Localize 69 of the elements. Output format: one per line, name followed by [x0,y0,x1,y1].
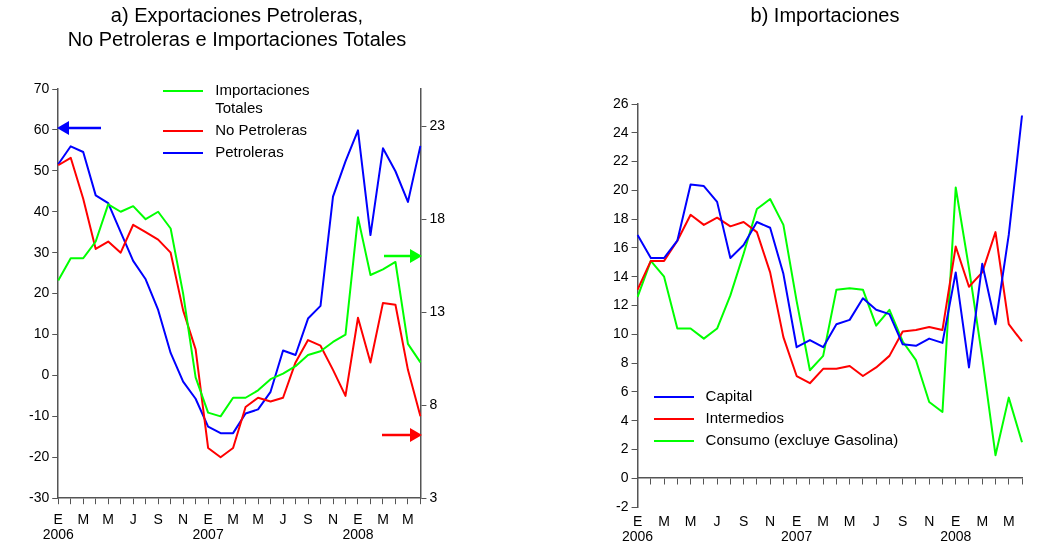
y2-tick-label: 8 [429,396,438,413]
x-tick-label: M [402,510,414,527]
y-tick-label: 0 [620,469,629,486]
x-tick-label: M [843,512,856,529]
y-tick-label: -20 [29,448,50,465]
x-tick-label: J [713,512,721,529]
y-tick-label: 18 [612,210,629,226]
x-tick-label: M [77,510,90,527]
y-tick-label: 14 [612,267,629,284]
legend-label: Petroleras [215,143,284,161]
y-tick-label: -30 [29,489,50,506]
x-tick-label: M [976,512,989,529]
y-tick-label: 2 [620,440,629,457]
y-tick-label: 40 [33,202,50,219]
x-tick-label: E 2006 [621,512,654,545]
y2-tick-label: 18 [429,210,446,227]
y-tick-label: 20 [612,181,629,198]
x-tick-label: S [898,512,908,529]
x-tick-label: E 2007 [192,510,224,543]
y-tick-label: 24 [612,123,629,140]
x-tick-label: N [924,512,935,529]
x-tick-label: J [129,510,137,527]
y-tick-label: -10 [29,407,50,424]
legend-label: Consumo (excluye Gasolina) [705,431,899,449]
y-tick-label: 50 [33,161,50,178]
y-tick-label: 10 [612,325,629,342]
y-tick-label: 26 [612,94,629,111]
x-tick-label: E 2008 [940,512,972,545]
y-tick-label: 16 [612,238,629,255]
y-tick-label: 22 [612,152,629,169]
x-tick-label: J [872,512,880,529]
x-tick-label: M [658,512,670,529]
x-tick-label: M [684,512,697,529]
y-tick-label: 20 [33,284,50,301]
legend-label: Capital [705,387,753,405]
y-tick-label: 10 [33,325,50,342]
y-tick-label: 4 [620,411,629,428]
x-tick-label: N [765,512,776,529]
y-tick-label: 12 [612,296,629,313]
x-tick-label: M [1002,512,1015,529]
chart-title: a) Exportaciones Petroleras, No Petroleras e Importaciones Totales [67,3,407,50]
x-tick-label: N [327,510,339,527]
x-tick-label: M [102,510,115,527]
legend-label: Importaciones Totales [215,81,311,117]
x-tick-label: S [153,510,163,527]
x-tick-label: M [377,510,389,527]
legend-label: No Petroleras [215,121,307,139]
x-tick-label: M [227,510,239,527]
x-tick-label: S [303,510,313,527]
y-tick-label: 6 [620,382,629,399]
x-tick-label: S [738,512,749,529]
x-tick-label: J [279,510,287,527]
x-tick-label: E 2008 [342,510,374,543]
y-tick-label: 8 [620,353,629,370]
y2-tick-label: 3 [429,489,438,506]
y2-tick-label: 13 [429,303,446,320]
x-tick-label: E 2006 [42,510,75,543]
x-tick-label: M [817,512,829,529]
x-tick-label: M [252,510,264,527]
y-tick-label: 0 [41,366,50,383]
y-tick-label: 60 [33,120,50,137]
y2-tick-label: 23 [429,117,446,134]
y-tick-label: 70 [33,79,50,96]
chart-title: b) Importaciones [750,3,900,26]
x-tick-label: N [178,510,189,527]
legend-label: Intermedios [705,409,784,427]
y-tick-label: 30 [33,243,50,260]
x-tick-label: E 2007 [781,512,813,545]
y-tick-label: -2 [616,497,629,514]
